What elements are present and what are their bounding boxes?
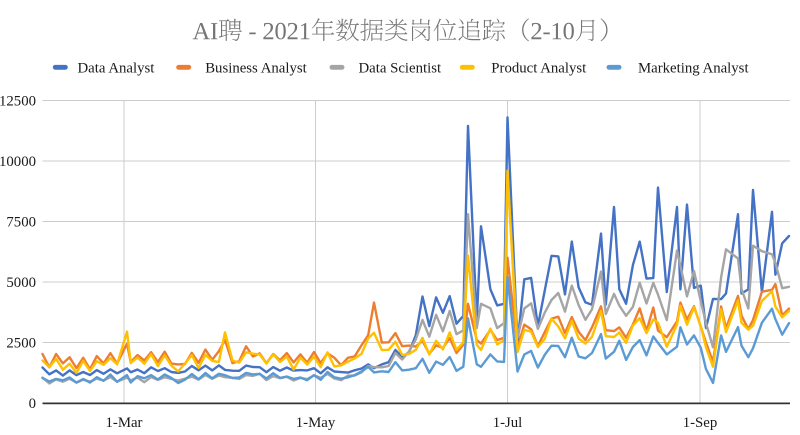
svg-text:7500: 7500 [6,215,36,231]
svg-text:Product Analyst: Product Analyst [491,61,587,77]
svg-text:Business Analyst: Business Analyst [205,61,307,77]
svg-text:1-Sep: 1-Sep [683,415,718,431]
svg-text:0: 0 [29,396,36,412]
svg-text:Marketing Analyst: Marketing Analyst [638,61,749,77]
svg-text:Data Scientist: Data Scientist [359,61,442,77]
svg-text:12500: 12500 [0,94,36,110]
svg-text:1-Mar: 1-Mar [106,415,143,431]
svg-text:2500: 2500 [6,336,36,352]
svg-text:5000: 5000 [6,275,36,291]
svg-text:1-May: 1-May [296,415,336,431]
svg-text:10000: 10000 [0,154,36,170]
svg-text:Data Analyst: Data Analyst [78,61,156,77]
svg-text:1-Jul: 1-Jul [493,415,523,431]
